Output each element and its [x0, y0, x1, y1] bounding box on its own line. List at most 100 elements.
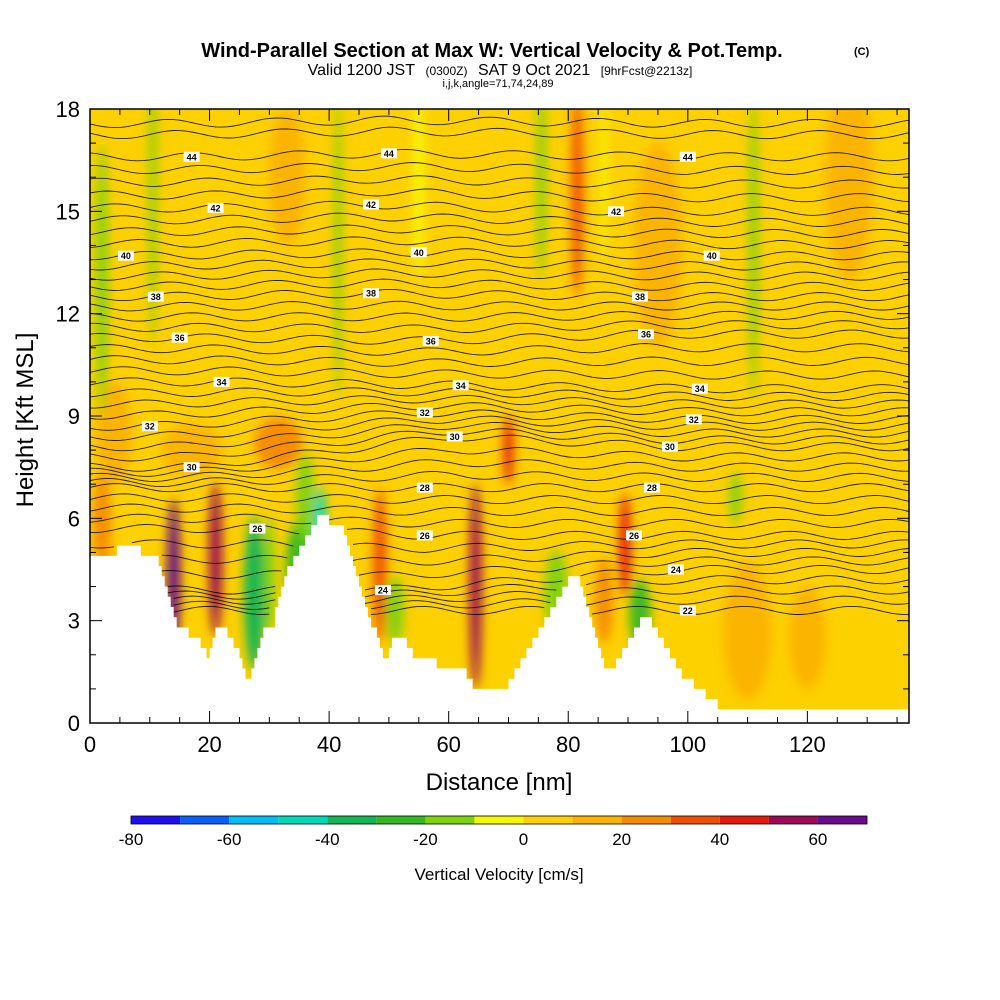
contour-label-background [631, 291, 648, 302]
y-tick-label: 12 [56, 302, 80, 327]
contour-label-background [691, 383, 708, 394]
y-tick-label: 18 [56, 97, 80, 122]
theta-contour-line [90, 434, 909, 472]
velocity-field-background [90, 109, 909, 723]
subtitle-valid: Valid 1200 JST [308, 62, 416, 79]
velocity-cell [149, 109, 157, 348]
x-tick-label: 20 [197, 732, 221, 757]
contour-label-background [679, 151, 696, 162]
chart-subtitle: Valid 1200 JST (0300Z) SAT 9 Oct 2021 [9… [308, 62, 693, 79]
contour-label: 40 [121, 251, 131, 261]
contour-label: 44 [683, 152, 693, 162]
theta-contour-line [90, 409, 909, 431]
theta-contour-line [90, 175, 909, 189]
theta-contour-line [173, 585, 909, 605]
y-tick-label: 15 [56, 199, 80, 224]
theta-contour-line [90, 278, 909, 291]
x-axis-label: Distance [nm] [426, 769, 573, 796]
contour-label: 40 [707, 251, 717, 261]
colorbar-tick-label: 60 [808, 830, 827, 849]
colorbar-bin [327, 816, 377, 824]
contour-label: 26 [629, 531, 639, 541]
subtitle-fcst: [9hrFcst@2213z] [601, 64, 693, 78]
contour-label-background [374, 584, 391, 595]
theta-contour-line [90, 212, 909, 227]
colorbar-tick-label: 40 [710, 830, 729, 849]
theta-contour-line [90, 471, 909, 488]
velocity-cell [749, 109, 759, 399]
theta-contour-line [90, 258, 909, 271]
theta-contour-line [90, 447, 909, 477]
velocity-cell [571, 109, 584, 297]
y-tick-label: 9 [68, 404, 80, 429]
colorbar-bin [817, 816, 867, 824]
contour-label: 34 [695, 384, 705, 394]
contour-label: 36 [641, 330, 651, 340]
contour-label: 30 [187, 463, 197, 473]
contour-label-background [643, 482, 660, 493]
colorbar-tick-label: 20 [612, 830, 631, 849]
contour-label-background [410, 247, 427, 258]
contour-label-background [183, 151, 200, 162]
theta-contour-line [173, 595, 909, 610]
contour-label: 38 [151, 292, 161, 302]
theta-contour-line [90, 428, 909, 462]
velocity-cell [469, 484, 482, 689]
theta-contour-labels: 44 44 44 42 42 42 40 40 40 38 38 38 36 36 36 34 34 34 32 32… [117, 148, 720, 616]
colorbar-tick-label: -80 [119, 830, 144, 849]
velocity-cell [334, 109, 342, 399]
subtitle-ijk: i,j,k,angle=71,74,24,89 [442, 78, 553, 90]
theta-contour-line [90, 115, 909, 129]
theta-contour-line [90, 539, 909, 553]
contour-label: 36 [426, 336, 436, 346]
colorbar-bin [719, 816, 769, 824]
theta-contour-line [90, 459, 909, 482]
velocity-cell [503, 416, 514, 485]
velocity-cell [789, 586, 826, 689]
colorbar-bin [523, 816, 573, 824]
colorbar-bin [768, 816, 818, 824]
contour-label: 34 [217, 377, 227, 387]
theta-contour-line [90, 394, 909, 409]
subtitle-date: SAT 9 Oct 2021 [478, 62, 590, 79]
contour-label-background [422, 335, 439, 346]
colorbar-tick-label: 0 [519, 830, 528, 849]
contour-label: 34 [456, 381, 466, 391]
theta-contour-line [90, 503, 909, 517]
contour-label-background [117, 250, 134, 261]
contour-label-background [183, 462, 200, 473]
theta-contour-line [90, 126, 909, 140]
colorbar-bin [229, 816, 279, 824]
contour-label-background [446, 431, 463, 442]
theta-contour-line [90, 300, 909, 312]
contour-label-background [626, 530, 643, 541]
contour-label: 30 [665, 442, 675, 452]
colorbar-bin [425, 816, 475, 824]
contour-label: 28 [420, 483, 430, 493]
x-tick-label: 80 [556, 732, 580, 757]
colorbar-frame [130, 815, 868, 825]
contour-label: 26 [252, 524, 262, 534]
x-tick-label: 60 [436, 732, 460, 757]
colorbar-bin [376, 816, 426, 824]
theta-contour-line [90, 248, 909, 261]
velocity-cell [536, 109, 546, 280]
contour-label: 32 [420, 408, 430, 418]
colorbar-bin [670, 816, 720, 824]
x-tick-label: 0 [84, 732, 96, 757]
contour-label-background [416, 530, 433, 541]
chart-title: Wind-Parallel Section at Max W: Vertical… [201, 40, 782, 62]
theta-contour-line [90, 320, 909, 333]
theta-contour-line [90, 387, 909, 401]
colorbar: -80 -60 -40 -20 0 20 40 60 [119, 815, 868, 849]
contour-label: 26 [420, 531, 430, 541]
title-mark: (C) [854, 46, 870, 58]
velocity-cell [595, 557, 614, 643]
theta-contour-line [173, 605, 909, 615]
contour-label: 36 [175, 333, 185, 343]
y-axis-label: Height [Kft MSL] [12, 333, 39, 508]
contour-label: 32 [145, 422, 155, 432]
colorbar-bin [278, 816, 328, 824]
